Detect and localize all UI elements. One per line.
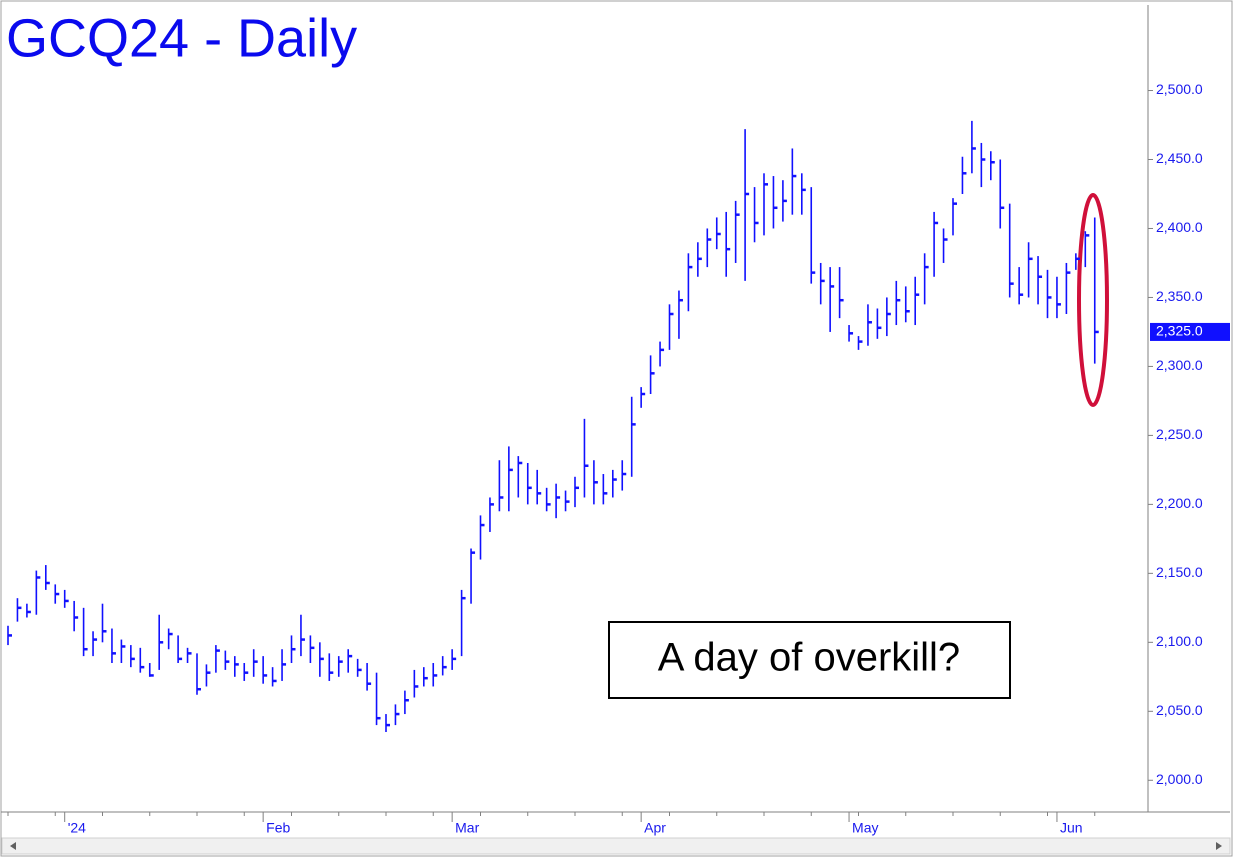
y-tick-label: 2,000.0 — [1156, 771, 1203, 787]
annotation-box — [608, 621, 1011, 699]
y-tick-label: 2,100.0 — [1156, 633, 1203, 649]
y-tick-label: 2,200.0 — [1156, 495, 1203, 511]
y-tick-label: 2,450.0 — [1156, 150, 1203, 166]
y-tick-label: 2,150.0 — [1156, 564, 1203, 580]
x-tick-label: May — [852, 820, 878, 836]
y-tick-label: 2,300.0 — [1156, 357, 1203, 373]
last-price-box — [1150, 322, 1230, 341]
x-tick-label: Apr — [644, 820, 666, 836]
last-price-label: 2,325.0 — [1156, 323, 1203, 339]
y-tick-label: 2,250.0 — [1156, 426, 1203, 442]
chart-title: GCQ24 - Daily — [6, 8, 357, 68]
highlight-ellipse — [1077, 193, 1109, 407]
x-tick-label: Mar — [455, 820, 479, 836]
annotation: A day of overkill? — [658, 636, 960, 680]
x-tick-label: Feb — [266, 820, 290, 836]
x-tick-label: '24 — [68, 820, 86, 836]
x-tick-label: Jun — [1060, 820, 1083, 836]
y-tick-label: 2,400.0 — [1156, 219, 1203, 235]
y-tick-label: 2,500.0 — [1156, 81, 1203, 97]
scrollbar[interactable] — [1, 837, 1231, 855]
y-tick-label: 2,350.0 — [1156, 288, 1203, 304]
y-tick-label: 2,050.0 — [1156, 702, 1203, 718]
